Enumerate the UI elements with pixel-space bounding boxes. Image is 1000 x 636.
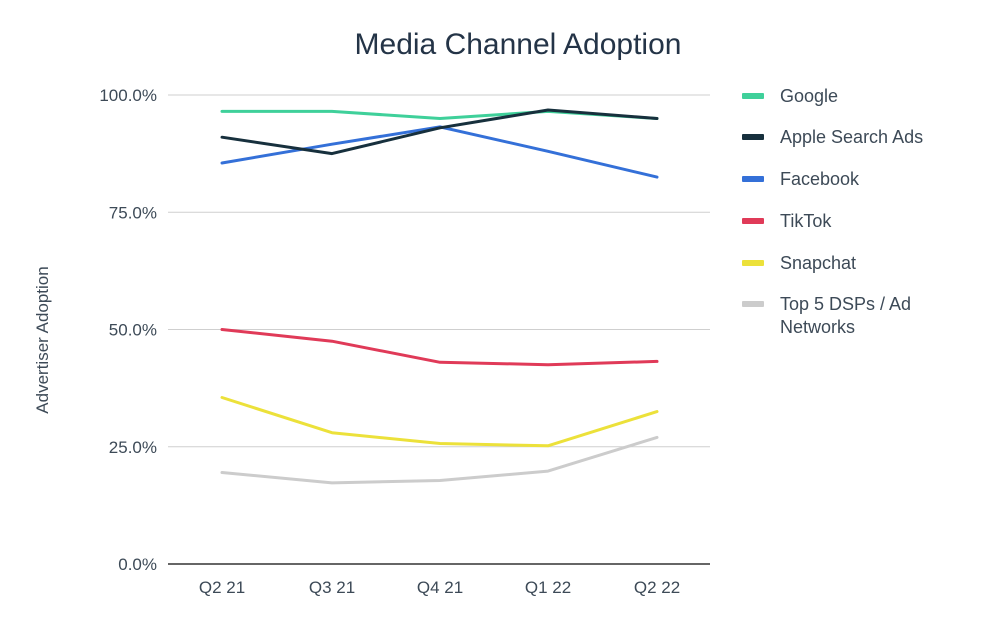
x-tick-label: Q3 21 bbox=[309, 578, 355, 597]
y-axis-label: Advertiser Adoption bbox=[33, 266, 52, 413]
series-line-snapchat bbox=[220, 396, 659, 448]
chart-title: Media Channel Adoption bbox=[355, 28, 682, 61]
y-tick-label: 0.0% bbox=[118, 555, 157, 574]
x-tick-label: Q1 22 bbox=[525, 578, 571, 597]
x-tick-label: Q2 21 bbox=[199, 578, 245, 597]
legend: Google Apple Search Ads Facebook TikTok Snap… bbox=[742, 86, 923, 337]
series-line-top-5-dsps-ad-networks bbox=[220, 435, 659, 485]
legend-label: Top 5 DSPs / Ad Networks bbox=[780, 294, 911, 337]
series-line-apple-search-ads bbox=[220, 108, 659, 156]
legend-label: Google bbox=[780, 86, 838, 106]
x-axis-ticks: Q2 21 Q3 21 Q4 21 Q1 22 Q2 22 bbox=[199, 578, 680, 597]
legend-swatch bbox=[742, 301, 764, 307]
x-tick-label: Q4 21 bbox=[417, 578, 463, 597]
legend-label: Apple Search Ads bbox=[780, 127, 923, 147]
gridlines bbox=[168, 94, 710, 565]
y-tick-label: 25.0% bbox=[109, 438, 157, 457]
x-tick-label: Q2 22 bbox=[634, 578, 680, 597]
legend-swatch bbox=[742, 260, 764, 266]
y-tick-label: 100.0% bbox=[99, 86, 157, 105]
legend-label: Snapchat bbox=[780, 253, 856, 273]
legend-swatch bbox=[742, 218, 764, 224]
legend-label: TikTok bbox=[780, 211, 832, 231]
series-line-facebook bbox=[220, 125, 659, 179]
legend-label: Facebook bbox=[780, 169, 860, 189]
y-axis-ticks: 0.0% 25.0% 50.0% 75.0% 100.0% bbox=[99, 86, 157, 574]
series-line-tiktok bbox=[220, 328, 659, 367]
legend-swatch bbox=[742, 176, 764, 182]
legend-swatch bbox=[742, 93, 764, 99]
y-tick-label: 50.0% bbox=[109, 321, 157, 340]
series-lines bbox=[220, 108, 659, 485]
y-tick-label: 75.0% bbox=[109, 203, 157, 222]
legend-swatch bbox=[742, 134, 764, 140]
